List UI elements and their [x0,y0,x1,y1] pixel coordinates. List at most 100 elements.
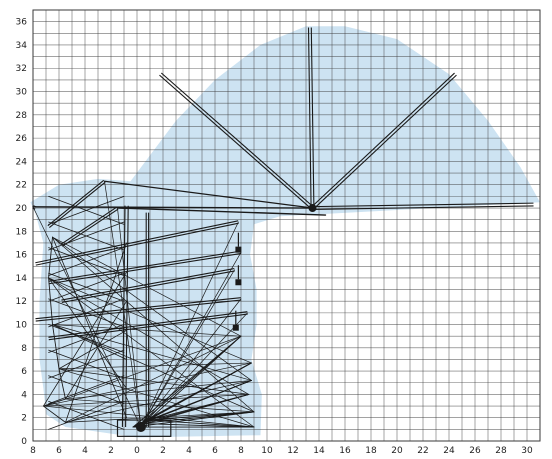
boom-line [312,205,534,210]
crane-base [116,419,172,437]
lower-fan-line [148,411,255,421]
jib-line [48,250,241,282]
y-tick-label: 20 [16,204,28,214]
x-tick-label: 6 [212,446,218,456]
lower-fan-line [140,269,235,428]
y-tick-label: 28 [16,111,28,121]
jib-line [35,299,242,322]
y-tick-label: 18 [16,227,28,237]
x-tick-label: 8 [30,446,36,456]
y-tick-label: 12 [16,297,27,307]
working-envelope-area [30,26,541,438]
x-tick-label: 28 [495,446,507,456]
base-lattice-line [52,324,242,337]
boom-line [312,202,534,208]
base-lattice-line [52,236,127,419]
jib-line [35,222,239,266]
y-tick-label: 6 [21,367,27,377]
y-tick-label: 32 [16,64,27,74]
base-lattice-line [48,324,125,353]
base-lattice-line [42,405,66,423]
base-lattice-line [65,335,242,423]
crane-lines-layer [32,27,534,437]
boom-line [159,74,312,210]
boom-pivot [308,204,317,213]
lower-fan-line [148,362,252,421]
lower-fan-line [140,411,255,424]
x-tick-label: 10 [261,446,273,456]
y-tick-label: 4 [21,390,27,400]
x-tick-label: 2 [108,446,114,456]
jib-line [61,268,235,301]
lower-fan-line [117,207,142,428]
base-lattice-line [52,236,255,413]
base-lattice-line [42,398,66,407]
hook-block [235,246,242,253]
grid-layer [32,9,541,442]
base-lattice-line [48,349,125,379]
base-lattice-line [48,272,125,302]
hook-block [235,279,242,286]
base-lattice-line [52,324,255,413]
boom-line [313,74,457,210]
base-lattice-line [48,195,125,225]
lower-fan-line [104,180,142,428]
base-lattice-line [43,362,252,407]
base-lattice-line [48,400,125,430]
y-tick-label: 16 [16,251,28,261]
base-lattice-line [48,375,125,405]
x-tick-label: 4 [186,446,192,456]
lower-fan-line [140,312,248,428]
base-lattice-line [65,380,252,423]
base-lattice-line [43,394,250,407]
y-tick-label: 10 [16,321,28,331]
boom-line [311,72,455,208]
working-envelope-layer [30,26,541,438]
base-lattice-line [48,221,125,251]
x-tick-label: 12 [287,446,298,456]
x-tick-label: 30 [521,446,533,456]
y-tick-label: 22 [16,181,27,191]
lower-fan-line [148,419,255,428]
jib-line [47,179,105,227]
y-tick-label: 30 [16,88,28,98]
x-tick-label: 2 [160,446,166,456]
base-lattice-line [52,324,60,370]
base-lattice-line [52,324,252,381]
jib-line [49,181,106,229]
jib-line [60,206,118,245]
x-tick-label: 14 [313,446,325,456]
y-tick-label: 0 [21,437,27,447]
jib-line [61,208,119,247]
base-lattice-line [65,300,127,400]
lower-fan-line [140,423,255,428]
lower-fan-line [32,206,142,428]
y-tick-label: 36 [16,18,28,28]
lower-fan-line [148,379,252,421]
x-tick-label: 22 [417,446,428,456]
base-lattice-line [65,398,255,413]
y-tick-label: 2 [21,414,27,424]
x-tick-label: 0 [134,446,140,456]
jib-line [35,297,241,320]
base-lattice-line [65,335,242,400]
axis-labels-layer: 8 6 4 2 0 2 4 6 8 10 12 14 16 18 20 22 24 26 28 30024681012… [16,18,533,456]
boom-line [310,27,315,209]
tie-line [103,180,314,209]
base-lattice-line [65,380,252,400]
tie-line [116,207,327,216]
base-lattice-line [43,405,255,428]
boom-line [307,27,312,209]
tower-line [125,205,129,428]
y-tick-label: 24 [16,157,28,167]
x-tick-label: 4 [82,446,88,456]
hook-block [232,324,239,331]
plot-frame [32,9,541,442]
y-tick-label: 26 [16,134,28,144]
x-tick-label: 8 [238,446,244,456]
base-lattice-line [48,277,250,395]
lower-fan-line [140,221,239,428]
y-tick-label: 8 [21,344,27,354]
